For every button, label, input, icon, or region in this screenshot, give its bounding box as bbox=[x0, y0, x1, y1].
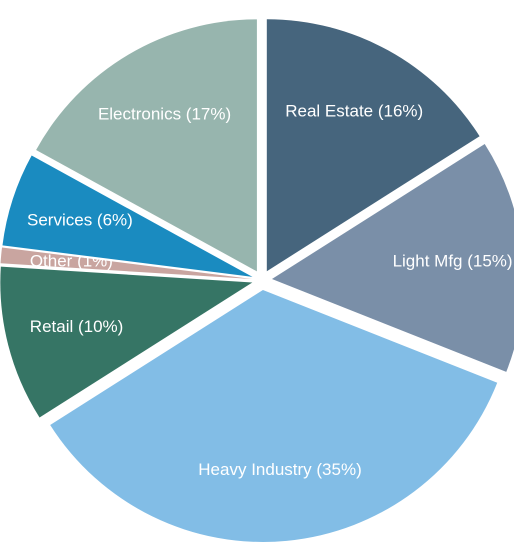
pie-slice bbox=[271, 144, 514, 372]
pie-slice bbox=[36, 19, 257, 272]
pie-slice bbox=[2, 155, 253, 277]
pie-slice bbox=[50, 289, 498, 542]
pie-slice bbox=[266, 19, 480, 272]
pie-slice bbox=[0, 247, 253, 280]
slice-label: Services (6%) bbox=[27, 210, 133, 229]
slice-label: Retail (10%) bbox=[30, 317, 124, 336]
pie-slice bbox=[0, 266, 253, 418]
slice-label: Heavy Industry (35%) bbox=[198, 460, 361, 479]
slice-label: Real Estate (16%) bbox=[285, 102, 423, 121]
slice-label: Light Mfg (15%) bbox=[393, 251, 513, 270]
slice-label: Electronics (17%) bbox=[98, 105, 231, 124]
